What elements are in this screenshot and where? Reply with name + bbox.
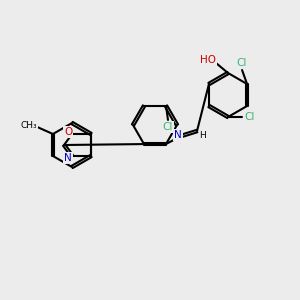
Text: CH₃: CH₃ [21, 121, 37, 130]
Text: Cl: Cl [245, 112, 255, 122]
Text: H: H [200, 130, 206, 140]
Text: O: O [64, 127, 72, 137]
Text: Cl: Cl [163, 122, 173, 132]
Text: N: N [64, 153, 72, 163]
Text: Cl: Cl [237, 58, 247, 68]
Text: N: N [174, 130, 182, 140]
Text: HO: HO [200, 55, 216, 65]
